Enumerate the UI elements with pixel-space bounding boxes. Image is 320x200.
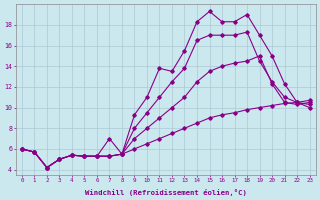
X-axis label: Windchill (Refroidissement éolien,°C): Windchill (Refroidissement éolien,°C) (85, 189, 247, 196)
